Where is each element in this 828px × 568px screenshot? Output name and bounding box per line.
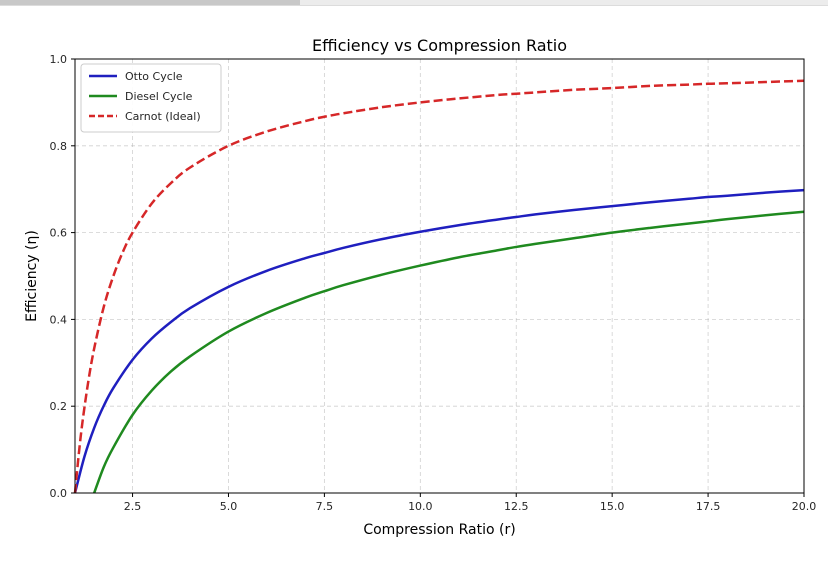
x-tick-label: 15.0 [600,500,625,513]
x-tick-label: 7.5 [316,500,334,513]
window-tab [0,0,300,5]
series-lines [73,79,805,494]
y-tick-label: 0.6 [50,227,68,240]
legend: Otto Cycle Diesel Cycle Carnot (Ideal) [80,63,222,133]
plot-frame [74,58,805,494]
x-tick-label: 10.0 [408,500,433,513]
x-axis-ticks: 2.5 5.0 7.5 10.0 12.5 15.0 17.5 20.0 [124,493,816,513]
x-tick-label: 20.0 [792,500,817,513]
series-line-diesel [93,210,805,494]
x-tick-label: 12.5 [504,500,529,513]
series-line-otto [73,188,805,494]
y-tick-label: 0.2 [50,400,68,413]
y-axis-label: Efficiency (η) [24,230,40,322]
chart-title: Efficiency vs Compression Ratio [312,36,567,55]
legend-label-otto: Otto Cycle [125,70,183,83]
y-tick-label: 1.0 [50,53,68,66]
legend-label-carnot: Carnot (Ideal) [125,110,201,123]
y-tick-label: 0.4 [50,313,68,326]
legend-label-diesel: Diesel Cycle [125,90,193,103]
window-top-bar [0,0,828,6]
y-axis-ticks: 0.0 0.2 0.4 0.6 0.8 1.0 [50,53,75,500]
x-tick-label: 5.0 [220,500,238,513]
x-axis-label: Compression Ratio (r) [363,522,515,538]
series-line-carnot [73,79,805,494]
x-tick-label: 17.5 [696,500,721,513]
x-tick-label: 2.5 [124,500,142,513]
y-tick-label: 0.0 [50,487,68,500]
y-tick-label: 0.8 [50,140,68,153]
